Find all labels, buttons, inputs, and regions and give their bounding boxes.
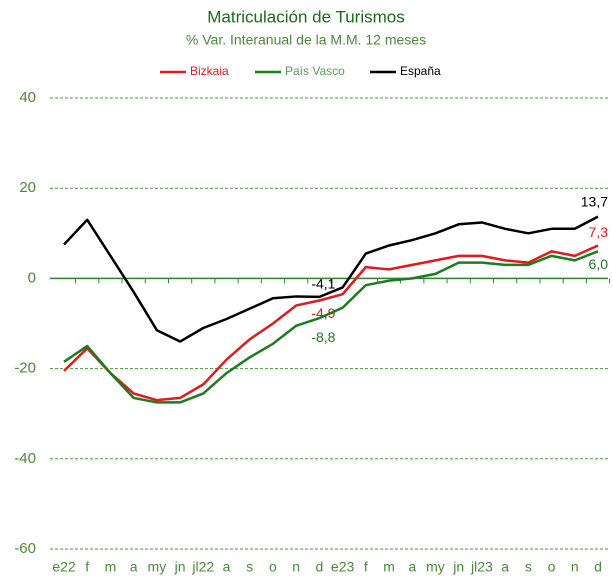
legend-label: País Vasco [285,64,345,78]
x-tick-label: e23 [331,559,355,575]
data-label: -4,9 [311,305,335,321]
x-tick-label: m [105,559,117,575]
x-tick-label: f [364,559,368,575]
x-tick-label: jl22 [191,559,214,575]
x-tick-label: a [501,559,509,575]
x-tick-label: e22 [52,559,76,575]
x-tick-label: jn [452,559,464,575]
data-label: -4,1 [311,276,335,292]
y-tick-label: -40 [14,450,36,467]
x-tick-label: a [223,559,231,575]
x-tick-label: my [148,559,167,575]
series-line [63,215,599,343]
legend-label: España [400,64,441,78]
x-tick-label: a [408,559,416,575]
x-tick-label: d [315,559,323,575]
y-tick-label: -60 [14,540,36,557]
series-line [63,250,599,404]
chart-subtitle: % Var. Interanual de la M.M. 12 meses [186,32,426,48]
x-tick-label: m [383,559,395,575]
x-tick-label: o [269,559,277,575]
x-tick-label: o [548,559,556,575]
x-tick-label: s [525,559,532,575]
y-tick-label: -20 [14,360,36,377]
x-tick-label: n [292,559,300,575]
data-label: -8,8 [311,329,335,345]
series-line [63,244,599,402]
x-tick-label: d [594,559,602,575]
y-tick-label: 40 [19,89,36,106]
chart-title: Matriculación de Turismos [207,7,404,26]
x-tick-label: n [571,559,579,575]
y-tick-label: 0 [28,269,36,286]
data-label: 7,3 [589,224,609,240]
x-tick-label: jn [174,559,186,575]
x-tick-label: a [130,559,138,575]
x-tick-label: my [426,559,445,575]
legend-label: Bizkaia [190,64,229,78]
data-label: 6,0 [589,256,609,272]
data-label: 13,7 [581,193,608,209]
y-tick-label: 20 [19,179,36,196]
x-tick-label: jl23 [470,559,493,575]
x-tick-label: s [246,559,253,575]
x-tick-label: f [85,559,89,575]
